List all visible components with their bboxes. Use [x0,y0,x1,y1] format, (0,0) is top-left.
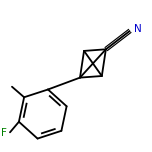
Text: N: N [134,24,142,34]
Text: F: F [1,128,7,138]
